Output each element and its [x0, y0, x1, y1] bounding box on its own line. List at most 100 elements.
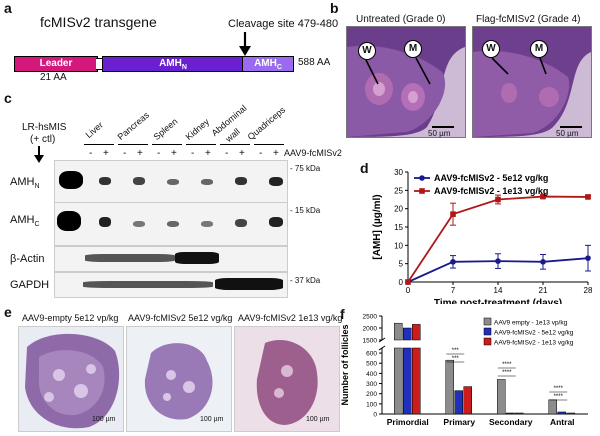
underline-liver [84, 144, 114, 145]
band [269, 177, 283, 186]
y-tick-label: 200 [366, 391, 377, 398]
ovary-label-2: AAV9-fcMISv2 5e12 vg/kg [128, 313, 233, 323]
band [235, 219, 247, 227]
sign-liver-plus: + [103, 148, 109, 159]
tissue-label-liver: Liver [83, 119, 105, 140]
bar [548, 399, 557, 415]
marker-m-untreated: M [404, 40, 422, 58]
amh-n-sub: N [181, 64, 187, 71]
category-label: Primordial [387, 417, 429, 427]
bar [515, 412, 524, 415]
band [57, 211, 81, 231]
panel-label-c: c [4, 90, 12, 106]
band [235, 177, 247, 185]
marker-m-treated: M [530, 40, 548, 58]
underline-kidney [186, 144, 216, 145]
band [201, 221, 213, 227]
tissue-label-quadriceps: Quadriceps [245, 104, 288, 142]
band [133, 177, 145, 185]
panel-label-d: d [360, 160, 369, 176]
data-point [495, 196, 501, 203]
y-tick-label: 5 [399, 260, 404, 269]
sign-spleen-plus: + [171, 148, 177, 159]
sign-abdominal-plus: + [239, 148, 245, 159]
scale-label-2: 50 µm [556, 129, 579, 138]
amh-c-sub: C [276, 64, 282, 71]
y-tick-label: 300 [366, 381, 377, 388]
band [83, 281, 213, 288]
blot-amh-c [54, 202, 288, 246]
row-label-gapdh: GAPDH [10, 279, 50, 291]
control-label-line2: (+ ctl) [30, 134, 56, 145]
y-tick-label: 500 [366, 361, 377, 368]
linker [96, 58, 102, 70]
band [215, 278, 283, 290]
bar [497, 379, 506, 415]
data-point [450, 211, 456, 217]
chart-series [405, 193, 591, 285]
amh-c-label: AMH [254, 58, 277, 69]
underline-pancreas [118, 144, 148, 145]
total-length: 588 AA [298, 57, 331, 68]
data-point [585, 194, 591, 200]
y-tick-label: 30 [394, 168, 403, 177]
legend-label: AAV9 empty - 1e13 vp/kg [494, 320, 568, 327]
ovary-scale-3: 100 µm [306, 416, 330, 423]
row-label-amh-c: AMHC [10, 214, 40, 228]
y-tick-label: 25 [394, 186, 403, 195]
legend-swatch [483, 327, 492, 336]
legend-swatch [483, 337, 492, 346]
bar [557, 411, 566, 415]
band [99, 177, 111, 185]
legend-label: AAV9-fcMISv2 - 5e12 vg/kg [434, 173, 548, 183]
x-tick-label: 28 [584, 286, 593, 295]
data-point [585, 255, 591, 261]
ovary-scale-1: 100 µm [92, 416, 116, 423]
marker-w-untreated: W [358, 42, 376, 60]
y-axis-label: [AMH] (µg/ml) [372, 194, 383, 259]
band [167, 179, 179, 185]
tissue-label-pancreas: Pancreas [115, 109, 152, 142]
amh-n-label: AMH [159, 58, 182, 69]
follicle-bar-chart: 0 100 200 300 400 500 600 1500 2000 2500 Number of… [340, 314, 588, 427]
blot-actin [54, 246, 288, 272]
sign-quadriceps-plus: + [273, 148, 279, 159]
band [201, 179, 213, 185]
bar-upper-segment [412, 324, 421, 341]
bar-upper-segment [394, 322, 403, 341]
bar-upper-segment [403, 327, 412, 341]
chart-axes: 0 100 200 300 400 500 600 1500 2000 2500 Number of… [340, 314, 588, 427]
row-amh-c-sub: C [34, 221, 40, 229]
scale-bar-2 [560, 126, 582, 128]
scale-bar-1 [432, 126, 454, 128]
leader-label: Leader [39, 58, 73, 69]
band [133, 221, 145, 227]
y-axis-label: Number of follicles [340, 324, 350, 405]
y-tick-label: 10 [394, 241, 403, 250]
row-amh-c-name: AMH [10, 214, 35, 226]
data-point [540, 193, 546, 200]
row-label-amh-n: AMHN [10, 176, 40, 190]
panel-label-b: b [330, 0, 339, 16]
ovary-image-empty [18, 326, 124, 432]
x-axis-label: Time post-treatment (days) [434, 298, 562, 304]
significance-label: *** [452, 348, 460, 354]
marker-w-treated: W [482, 40, 500, 58]
bar [506, 412, 515, 415]
bar [566, 412, 575, 415]
significance-label: **** [554, 386, 564, 392]
significance-label: **** [502, 370, 512, 376]
legend-label: AAV9-fcMISv2 - 5e12 vg/kg [494, 330, 574, 337]
ovary-scale-2: 100 µm [200, 416, 224, 423]
x-tick-label: 21 [539, 286, 548, 295]
y-tick-label: 100 [366, 401, 377, 408]
treated-label: Flag-fcMISv2 (Grade 4) [476, 14, 581, 25]
scale-label-1: 50 µm [428, 129, 451, 138]
kda-15-label: - 15 kDa [290, 206, 321, 215]
tissue-label-spleen: Spleen [151, 116, 180, 142]
y-tick-label: 1500 [363, 338, 378, 345]
chart-legend: AAV9 empty - 1e13 vp/kg AAV9-fcMISv2 - 5e… [483, 317, 574, 347]
y-tick-label: 600 [366, 351, 377, 358]
ovary-image-5e12 [126, 326, 232, 432]
x-tick-label: 14 [494, 286, 503, 295]
